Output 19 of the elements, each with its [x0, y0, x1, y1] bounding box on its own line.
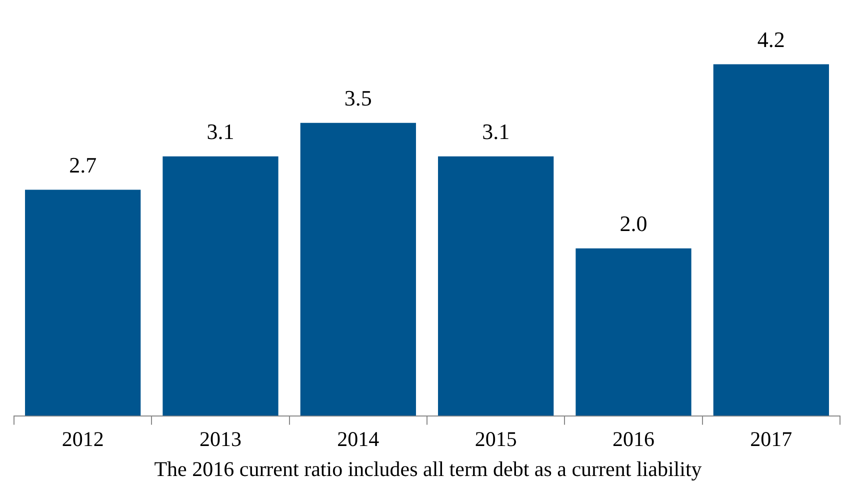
x-tick-label: 2014 — [337, 426, 380, 451]
bar — [713, 64, 829, 416]
data-label: 3.1 — [206, 119, 234, 144]
bar — [438, 156, 554, 416]
x-tick-label: 2016 — [612, 426, 654, 451]
data-label: 4.2 — [757, 27, 785, 52]
bar — [300, 122, 416, 416]
data-label: 3.5 — [344, 86, 372, 111]
x-tick-label: 2013 — [200, 426, 242, 451]
data-label: 3.1 — [482, 119, 510, 144]
bar — [25, 190, 141, 416]
x-tick-label: 2015 — [474, 426, 517, 451]
bar — [162, 156, 278, 416]
bar — [576, 248, 692, 416]
text: The 2016 current ratio includes all term debt as a current liability — [153, 456, 703, 482]
data-label: 2.0 — [620, 211, 648, 236]
x-tick-label: 2017 — [750, 426, 792, 451]
x-tick-label: 2012 — [62, 426, 104, 451]
data-label: 2.7 — [69, 152, 97, 178]
